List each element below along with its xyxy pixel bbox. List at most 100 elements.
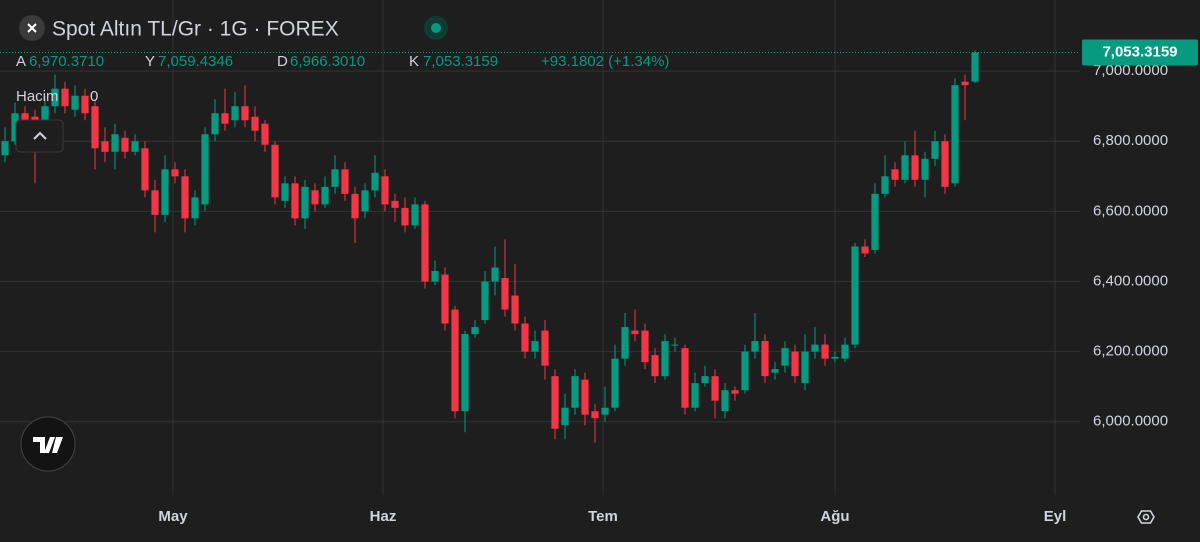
candle-body [331, 169, 339, 187]
candle-body [511, 295, 519, 324]
candle-body [851, 246, 859, 345]
candle-body [361, 190, 369, 212]
candle-body [781, 348, 789, 366]
low-label: D [277, 53, 288, 70]
candle-body [531, 341, 539, 352]
candle-body [281, 183, 289, 201]
x-tick-label: Haz [370, 508, 397, 525]
candle-body [1, 141, 9, 156]
volume-label: Hacim [16, 88, 59, 105]
candle-body [661, 341, 669, 377]
candle-body [951, 85, 959, 184]
open-value: 6,970.3710 [29, 53, 104, 70]
candle-body [461, 334, 469, 412]
candle-body [741, 351, 749, 391]
candle-body [101, 141, 109, 152]
candle-body [51, 88, 59, 107]
candle-body [711, 376, 719, 401]
candle-body [581, 379, 589, 415]
collapse-icon [33, 131, 47, 140]
candle-body [721, 390, 729, 412]
candle-body [561, 407, 569, 426]
logo-mark [33, 437, 63, 453]
candle-body [431, 270, 439, 282]
candle-body [491, 267, 499, 282]
candle-body [321, 186, 329, 205]
candle-body [681, 348, 689, 408]
candle-body [971, 52, 979, 82]
settings-button[interactable] [1137, 510, 1155, 524]
candle-body [921, 158, 929, 180]
candle-body [821, 344, 829, 359]
candle-body [81, 95, 89, 114]
collapse-button[interactable] [15, 119, 64, 153]
candle-body [801, 351, 809, 384]
candle-body [181, 176, 189, 219]
candle-body [861, 246, 869, 254]
candle-body [771, 369, 779, 373]
candle-body [671, 344, 679, 346]
high-label: Y [145, 53, 155, 70]
candle-body [731, 390, 739, 394]
candle-body [241, 106, 249, 121]
candle-body [251, 116, 259, 131]
candle-body [471, 327, 479, 335]
candle-body [601, 407, 609, 415]
candle-body [621, 327, 629, 359]
candle-body [641, 330, 649, 363]
candle-body [161, 169, 169, 215]
candle-body [381, 176, 389, 205]
candle-body [791, 351, 799, 377]
candle-body [91, 106, 99, 149]
candle-body [751, 341, 759, 352]
candle-body [371, 172, 379, 191]
last-price-box [1082, 39, 1198, 66]
candle-body [21, 113, 29, 121]
candle-body [141, 148, 149, 191]
candle-body [131, 141, 139, 152]
candle-body [481, 281, 489, 321]
candle-body [761, 341, 769, 377]
candle-body [931, 141, 939, 159]
close-value: 7,053.3159 [423, 53, 498, 70]
open-label: A [16, 53, 26, 70]
market-status-dot [431, 23, 441, 33]
low-value: 6,966.3010 [290, 53, 365, 70]
x-tick-label: Tem [588, 508, 618, 525]
close-icon [27, 23, 37, 33]
candle-body [41, 106, 49, 131]
candle-body [961, 81, 969, 86]
candle-body [901, 155, 909, 180]
candle-body [891, 169, 899, 180]
candle-body [831, 356, 839, 359]
candle-body [301, 186, 309, 219]
candle-body [421, 204, 429, 282]
candle-body [571, 376, 579, 408]
y-tick-label: 6,200.0000 [1093, 343, 1168, 360]
candle-body [411, 204, 419, 226]
candle-body [111, 134, 119, 152]
volume-value: 0 [90, 88, 98, 105]
candle-body [191, 197, 199, 219]
candle-body [311, 190, 319, 205]
candle-body [521, 323, 529, 352]
candle-body [231, 106, 239, 121]
candle-body [151, 190, 159, 215]
candle-body [651, 355, 659, 377]
candle-body [541, 330, 549, 366]
candle-body [611, 358, 619, 408]
x-tick-label: May [158, 508, 188, 525]
candle-body [341, 169, 349, 194]
y-tick-label: 6,400.0000 [1093, 272, 1168, 289]
candle-body [391, 200, 399, 208]
settings-icon [1142, 513, 1150, 521]
candle-body [61, 88, 69, 107]
x-tick-label: Eyl [1044, 508, 1067, 525]
candle-body [631, 330, 639, 335]
change-value: +93.1802 (+1.34%) [541, 53, 669, 70]
candle-body [201, 134, 209, 205]
candle-body [171, 169, 179, 177]
candle-body [211, 113, 219, 135]
